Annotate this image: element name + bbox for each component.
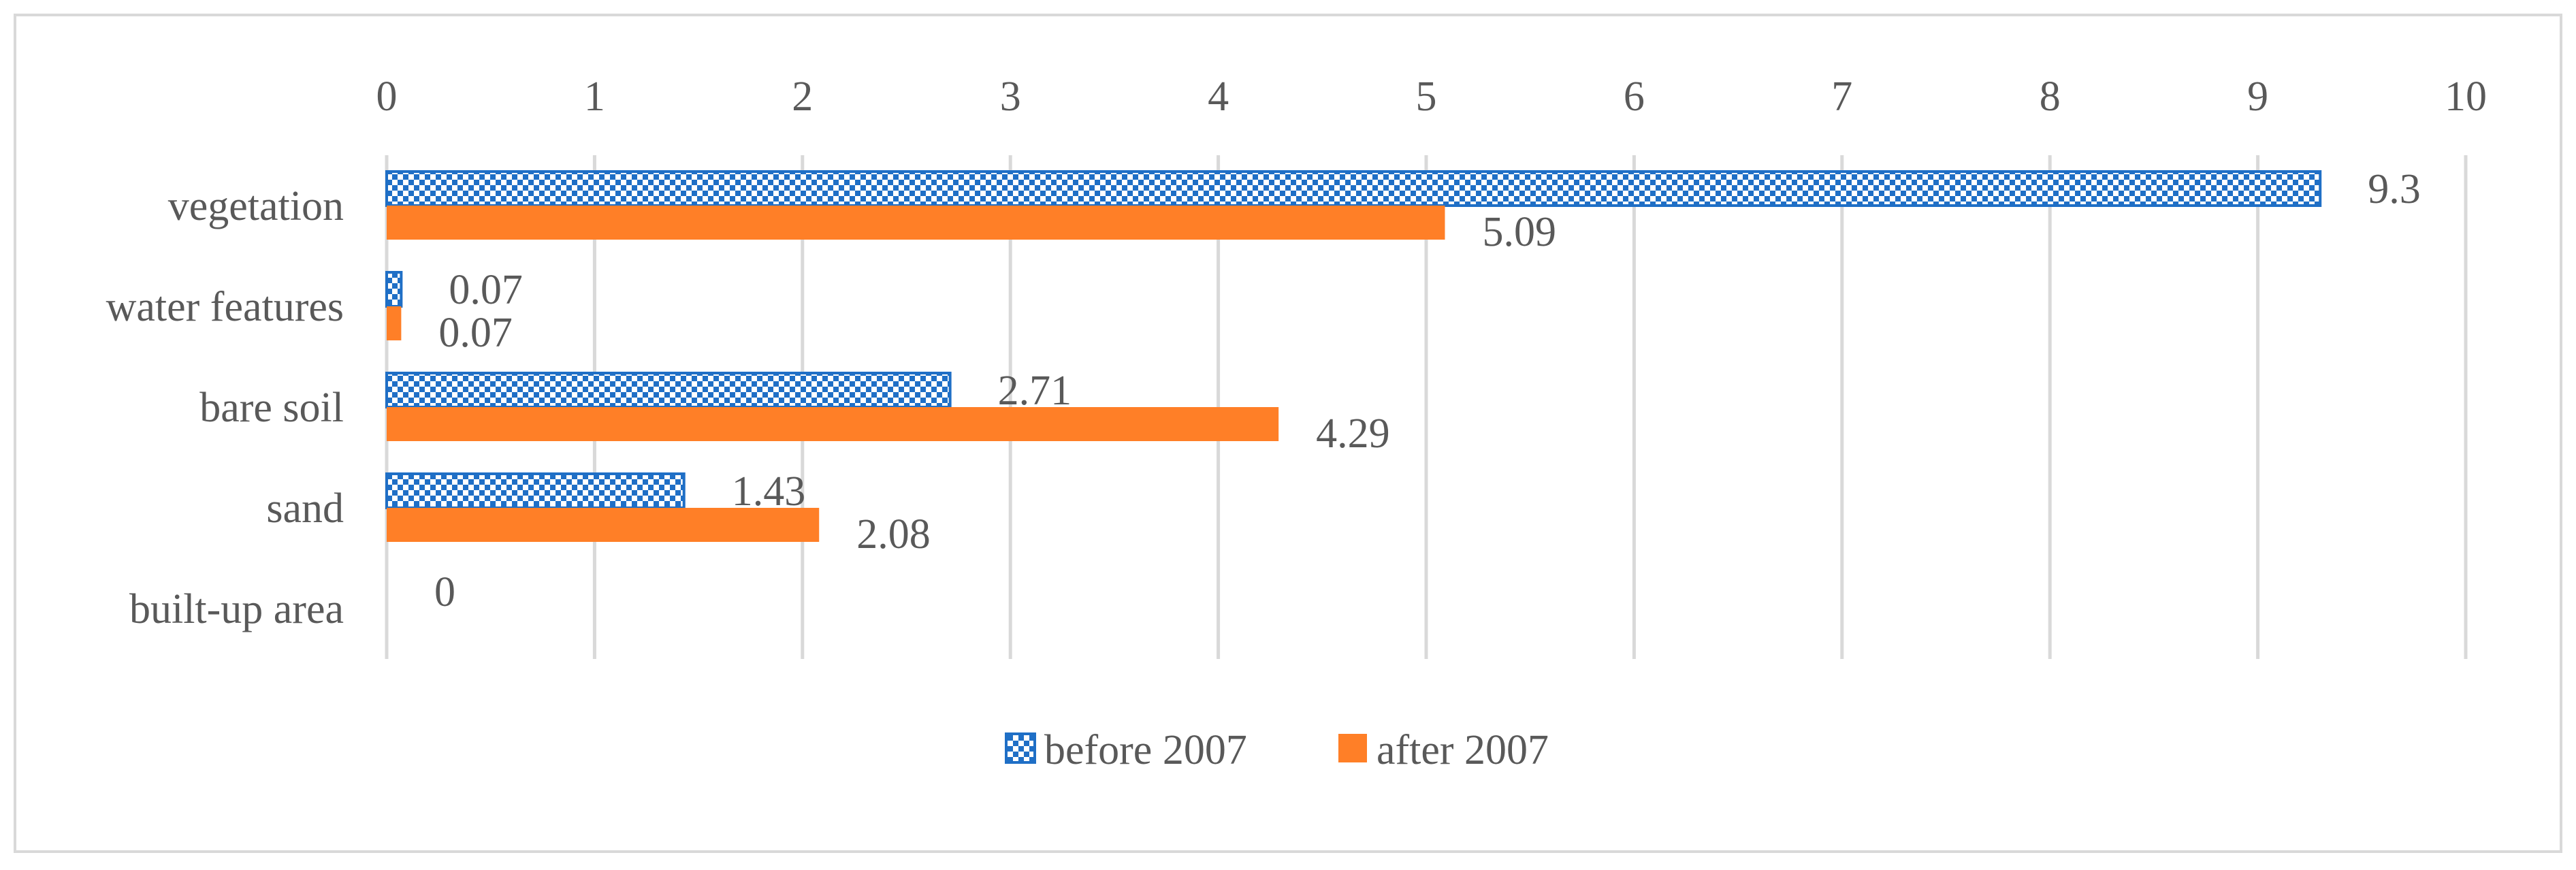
- bars: [385, 170, 2322, 542]
- y-axis-categories: vegetation water features bare soil sand bui…: [106, 183, 344, 632]
- data-label-before-2007: 0: [434, 569, 455, 615]
- category-label: bare soil: [199, 385, 344, 431]
- bar-after-2007: [387, 407, 1279, 441]
- data-label-after-2007: 4.29: [1316, 410, 1390, 457]
- bar-after-2007: [387, 206, 1445, 240]
- category-label: vegetation: [168, 183, 344, 229]
- x-axis-ticks: 0 1 2 3 4 5 6 7 8 9 10: [376, 74, 2488, 120]
- data-label-before-2007: 2.71: [998, 368, 1072, 414]
- bar-before-2007: [385, 472, 686, 509]
- bar-before-2007: [385, 170, 2322, 207]
- legend: before 2007 after 2007: [1005, 727, 1549, 773]
- x-tick-label: 0: [376, 74, 398, 120]
- data-label-after-2007: 2.08: [856, 511, 931, 558]
- legend-label-before-2007: before 2007: [1044, 727, 1247, 773]
- data-label-before-2007: 0.07: [449, 267, 523, 313]
- category-label: sand: [266, 485, 344, 532]
- x-tick-label: 8: [2040, 74, 2061, 120]
- x-tick-label: 4: [1208, 74, 1229, 120]
- x-tick-label: 9: [2247, 74, 2268, 120]
- category-label: built-up area: [129, 586, 344, 632]
- data-label-after-2007: 5.09: [1482, 209, 1556, 255]
- data-labels: 9.3 5.09 0.070.07 2.71 4.29 1.43 2.08 0: [434, 166, 2421, 615]
- x-tick-label: 3: [1000, 74, 1021, 120]
- x-tick-label: 10: [2445, 74, 2487, 120]
- bar-before-2007: [385, 271, 403, 308]
- x-tick-label: 1: [584, 74, 605, 120]
- category-label: water features: [106, 284, 344, 330]
- data-label-before-2007: 1.43: [732, 468, 806, 515]
- bar-after-2007: [387, 306, 402, 340]
- x-tick-label: 6: [1624, 74, 1645, 120]
- x-tick-label: 2: [792, 74, 813, 120]
- legend-swatch-before-2007: [1005, 732, 1036, 764]
- data-label-after-2007: 0.07: [438, 310, 513, 356]
- x-tick-label: 5: [1416, 74, 1437, 120]
- legend-label-after-2007: after 2007: [1376, 727, 1549, 773]
- x-tick-label: 7: [1831, 74, 1852, 120]
- bar-before-2007: [385, 372, 952, 408]
- bar-after-2007: [387, 508, 820, 542]
- data-label-before-2007: 9.3: [2368, 166, 2421, 212]
- legend-swatch-after-2007: [1338, 734, 1367, 762]
